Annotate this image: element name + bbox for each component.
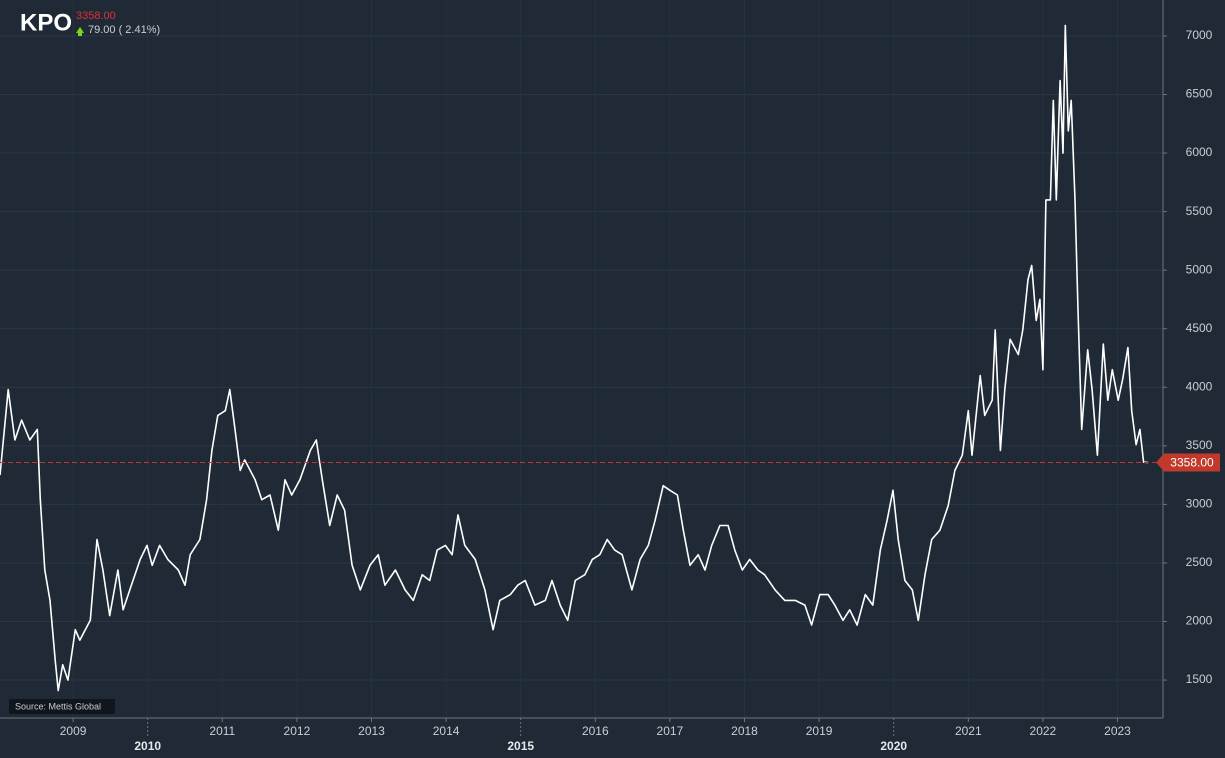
x-tick-label: 2020 <box>880 739 907 753</box>
x-tick-label: 2021 <box>955 724 982 738</box>
y-tick-label: 1500 <box>1186 672 1213 686</box>
y-tick-label: 3000 <box>1186 497 1213 511</box>
y-tick-label: 7000 <box>1186 28 1213 42</box>
x-tick-label: 2016 <box>582 724 609 738</box>
x-tick-label: 2023 <box>1104 724 1131 738</box>
source: Source: Mettis Global <box>15 701 101 711</box>
x-tick-label: 2009 <box>60 724 87 738</box>
plot <box>0 24 1163 692</box>
x-tick-label: 2014 <box>433 724 460 738</box>
y-tick-label: 6000 <box>1186 145 1213 159</box>
last-value-label: 3358.00 <box>1170 456 1214 470</box>
y-tick-label: 5500 <box>1186 204 1213 218</box>
x-tick-label: 2018 <box>731 724 758 738</box>
y-tick-label: 5000 <box>1186 262 1213 276</box>
symbol: KPO <box>20 9 72 36</box>
change: 79.00 ( 2.41%) <box>88 24 160 36</box>
source-box <box>9 699 115 714</box>
x-tick-label: 2012 <box>284 724 311 738</box>
x-tick-label: 2010 <box>134 739 161 753</box>
y-tick-label: 4000 <box>1186 379 1213 393</box>
y-tick-label: 3500 <box>1186 438 1213 452</box>
x-tick-label: 2022 <box>1030 724 1057 738</box>
y-tick-label: 4500 <box>1186 321 1213 335</box>
price: 3358.00 <box>76 10 116 22</box>
up-arrow <box>76 27 84 36</box>
x-tick-label: 2019 <box>806 724 833 738</box>
x-tick-label: 2011 <box>209 724 235 738</box>
last-value-tag <box>1156 453 1220 472</box>
y-tick-label: 2000 <box>1186 614 1213 628</box>
x-tick-label: 2013 <box>358 724 385 738</box>
price-line <box>0 24 1149 692</box>
x-tick-label: 2017 <box>657 724 684 738</box>
y-tick-label: 2500 <box>1186 555 1213 569</box>
y-tick-label: 6500 <box>1186 87 1213 101</box>
x-tick-label: 2015 <box>507 739 534 753</box>
